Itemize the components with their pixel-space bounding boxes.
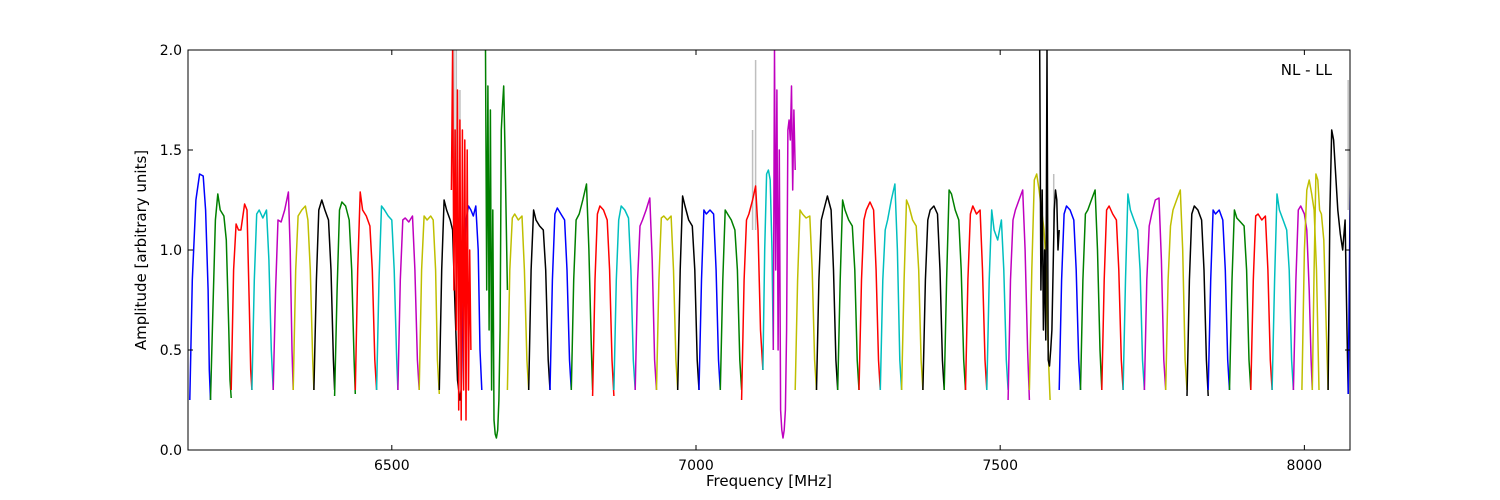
series-line-2 <box>230 203 253 391</box>
series-line-29 <box>772 50 796 439</box>
series-line-3 <box>251 209 274 391</box>
series-line-10 <box>397 215 420 391</box>
spectrum-traces <box>189 50 1350 439</box>
series-line-58 <box>1301 179 1320 391</box>
series-line-48 <box>1164 189 1188 391</box>
series-line-14 <box>450 50 472 421</box>
series-line-55 <box>1311 173 1329 391</box>
series-line-17 <box>527 209 551 391</box>
series-line-15 <box>484 50 509 439</box>
series-line-49 <box>1186 205 1209 397</box>
series-line-32 <box>836 199 860 391</box>
series-line-26 <box>719 209 743 391</box>
y-tick-label: 0.5 <box>160 343 182 359</box>
series-line-52 <box>1250 213 1273 391</box>
x-axis-label: Frequency [MHz] <box>706 472 832 490</box>
series-line-47 <box>1143 197 1167 391</box>
series-line-46 <box>1122 193 1146 391</box>
series-line-56 <box>1327 129 1349 395</box>
series-line-34 <box>879 183 903 391</box>
series-line-50 <box>1207 209 1231 391</box>
series-line-33 <box>858 201 882 391</box>
x-tick-label: 7000 <box>678 458 714 474</box>
series-line-5 <box>292 205 315 391</box>
series-line-51 <box>1228 209 1252 391</box>
series-line-30 <box>794 209 818 391</box>
series-line-0 <box>189 173 212 401</box>
series-line-28 <box>762 169 775 371</box>
series-line-19 <box>570 183 594 391</box>
y-tick-label: 1.5 <box>160 143 182 159</box>
series-line-42 <box>1038 50 1060 367</box>
series-line-21 <box>613 205 636 391</box>
series-line-7 <box>333 201 357 397</box>
series-line-23 <box>655 215 679 391</box>
series-line-39 <box>986 209 1009 391</box>
y-axis: 0.0 0.5 1.0 1.5 2.0 <box>160 43 1350 459</box>
series-line-45 <box>1101 205 1124 391</box>
series-line-22 <box>634 197 658 391</box>
y-axis-label: Amplitude [arbitrary units] <box>132 150 150 350</box>
series-line-1 <box>209 193 232 401</box>
panel-annotation: NL - LL <box>1281 61 1333 79</box>
series-line-53 <box>1271 193 1295 391</box>
series-line-20 <box>591 205 615 397</box>
series-line-38 <box>964 205 988 391</box>
series-line-54 <box>1292 205 1314 391</box>
series-line-24 <box>676 195 700 391</box>
series-line-16 <box>506 213 530 391</box>
series-line-9 <box>375 205 399 391</box>
series-line-11 <box>418 215 441 395</box>
series-line-4 <box>272 191 294 391</box>
series-line-18 <box>549 207 573 391</box>
x-axis: 6500 7000 7500 8000 <box>374 50 1322 474</box>
series-line-25 <box>698 209 722 391</box>
series-line-6 <box>313 199 336 391</box>
y-tick-label: 0.0 <box>160 443 182 459</box>
series-line-43 <box>1058 205 1082 391</box>
series-line-27 <box>740 185 764 401</box>
series-line-37 <box>943 189 967 391</box>
series-line-35 <box>900 199 924 391</box>
x-tick-label: 6500 <box>374 458 410 474</box>
plot-frame <box>187 49 1351 451</box>
x-tick-label: 8000 <box>1287 458 1323 474</box>
series-line-44 <box>1079 189 1103 391</box>
series-line-40 <box>1007 189 1031 401</box>
y-tick-label: 2.0 <box>160 43 182 59</box>
series-line-31 <box>815 195 839 391</box>
y-tick-label: 1.0 <box>160 243 182 259</box>
series-line-8 <box>354 191 378 391</box>
x-tick-label: 7500 <box>982 458 1018 474</box>
series-line-36 <box>922 205 945 391</box>
